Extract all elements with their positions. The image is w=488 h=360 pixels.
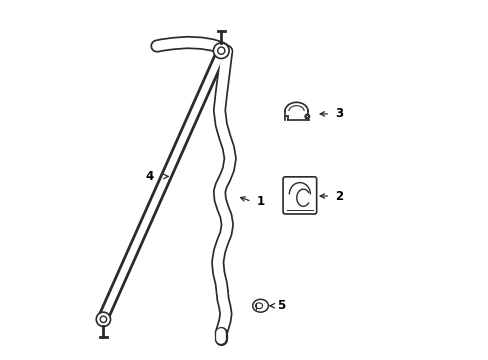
- Circle shape: [100, 316, 106, 323]
- Ellipse shape: [255, 303, 262, 309]
- Text: 2: 2: [335, 190, 343, 203]
- Text: 4: 4: [145, 170, 153, 183]
- Circle shape: [217, 47, 224, 54]
- Circle shape: [305, 115, 308, 118]
- FancyBboxPatch shape: [283, 177, 316, 214]
- Circle shape: [305, 114, 309, 119]
- Text: 1: 1: [257, 195, 264, 208]
- Ellipse shape: [252, 299, 268, 312]
- Text: 5: 5: [276, 299, 285, 312]
- Circle shape: [213, 43, 229, 59]
- Circle shape: [96, 312, 110, 327]
- Text: 3: 3: [335, 107, 343, 120]
